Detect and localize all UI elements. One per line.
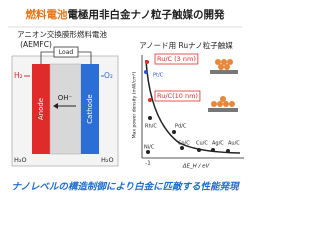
- slide: 燃料電池電極用非白金ナノ粒子触媒の開発 アニオン交換膜形燃料電池 (AEMFC)…: [8, 8, 244, 193]
- x-axis-label: ΔE_H / eV: [182, 164, 211, 170]
- anode-label: Anode: [37, 98, 45, 120]
- ion-arrowhead: [53, 103, 58, 109]
- data-point: [180, 146, 184, 150]
- point-label: Ru/C(10 nm): [157, 92, 198, 100]
- point-label: Rh/C: [145, 124, 157, 130]
- left-subtitle: (AEMFC): [20, 40, 52, 49]
- right-title: アノード用 Ruナノ粒子触媒: [139, 40, 233, 50]
- load-box: [53, 46, 79, 58]
- data-point: [148, 98, 152, 102]
- data-point: [172, 130, 176, 134]
- trend-curve: [145, 59, 241, 154]
- title-rest: 電極用非白金ナノ粒子触媒の開発: [68, 8, 225, 21]
- data-point: [144, 70, 148, 74]
- footer: ナノレベルの構造制御により白金に匹敵する性能発現: [11, 181, 240, 193]
- cathode-label: Cathode: [86, 94, 94, 123]
- water-left: H₂O: [14, 156, 27, 164]
- h2-label: H₂: [14, 71, 23, 80]
- data-point: [148, 116, 152, 120]
- point-label: Ag/C: [212, 141, 224, 147]
- water-right: H₂O: [101, 156, 114, 164]
- point-label: Cu/C: [196, 141, 208, 147]
- ion-label: OH⁻: [58, 94, 73, 102]
- left-title: アニオン交換膜形燃料電池: [17, 29, 107, 39]
- point-label: Ni/C: [144, 145, 155, 151]
- title: 燃料電池電極用非白金ナノ粒子触媒の開発: [26, 8, 225, 21]
- o2-label: O₂: [104, 71, 113, 80]
- data-point: [226, 149, 230, 153]
- label-box: [154, 53, 199, 65]
- membrane: [49, 63, 82, 155]
- title-highlight: 燃料電池: [26, 8, 68, 21]
- point-label: Co/C: [178, 141, 190, 147]
- point-label: Pt/C: [153, 73, 164, 79]
- data-point: [211, 148, 215, 152]
- x-tick-label: -1: [145, 161, 150, 167]
- data-point: [145, 60, 149, 64]
- point-label: Au/C: [228, 141, 240, 147]
- label-box: [154, 90, 201, 102]
- anode: [32, 64, 50, 154]
- point-label: Pd/C: [175, 124, 187, 130]
- particles: [208, 59, 238, 112]
- y-axis-label: Max power density (mW/cm²): [132, 71, 138, 138]
- cathode: [81, 64, 99, 154]
- load-label: Load: [59, 49, 74, 56]
- point-label: Ru/C (3 nm): [157, 55, 196, 63]
- data-point: [197, 148, 201, 152]
- data-point: [146, 150, 150, 154]
